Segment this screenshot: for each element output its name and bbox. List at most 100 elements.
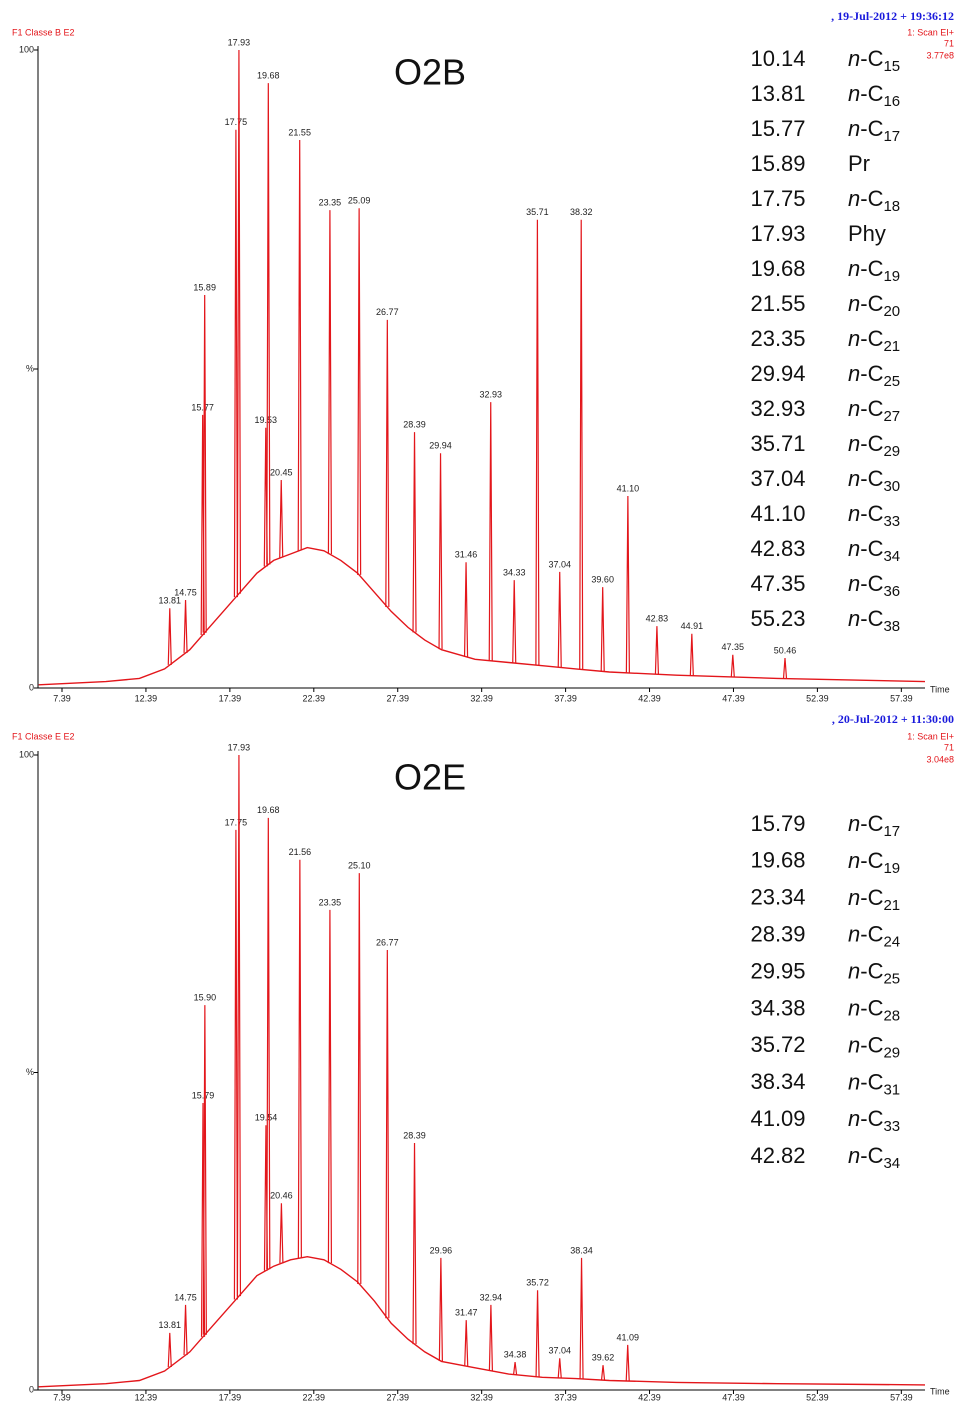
peak-label: 15.89 <box>193 282 216 292</box>
compound-name: -C <box>860 186 883 211</box>
peak-label: 26.77 <box>376 937 399 947</box>
table-time: 55.23 <box>750 606 805 631</box>
compound-subscript: 18 <box>883 198 900 215</box>
peak <box>183 1304 188 1356</box>
scan-label: 1: Scan EI+ <box>907 731 954 741</box>
compound-prefix: n <box>848 571 860 596</box>
peak <box>488 1304 494 1371</box>
compound-name: -C <box>860 81 883 106</box>
compound-name: Pr <box>848 151 870 176</box>
compound-prefix: n <box>848 396 860 421</box>
peak-label: 34.33 <box>503 568 526 578</box>
peak <box>385 949 390 1319</box>
peak-label: 13.81 <box>159 1320 182 1330</box>
x-tick-label: 42.39 <box>638 693 661 703</box>
peak-label: 37.04 <box>548 559 571 569</box>
peak <box>266 817 271 1270</box>
table-compound: n-C24 <box>848 922 900 951</box>
compound-subscript: 15 <box>883 58 900 75</box>
peak-label: 42.83 <box>646 613 669 623</box>
y-tick-label: 100 <box>19 44 34 54</box>
x-tick-label: 17.39 <box>219 693 242 703</box>
peak <box>438 453 443 650</box>
compound-subscript: 25 <box>883 971 900 988</box>
compound-name: -C <box>860 326 883 351</box>
x-tick-label: 22.39 <box>303 1392 326 1402</box>
table-time: 41.09 <box>750 1106 805 1131</box>
scan-label: 1: Scan EI+ <box>907 27 954 37</box>
run-label: F1 Classe E E2 <box>12 731 75 741</box>
intensity-label: 3.04e8 <box>926 754 954 764</box>
table-time: 13.81 <box>750 81 805 106</box>
table-compound: n-C33 <box>848 501 900 530</box>
compound-name: -C <box>860 501 883 526</box>
peak <box>625 495 630 673</box>
peak-label: 23.35 <box>319 198 342 208</box>
compound-prefix: n <box>848 1069 860 1094</box>
peak-label: 19.53 <box>255 415 278 425</box>
table-compound: n-C29 <box>848 431 900 460</box>
peak <box>327 909 333 1264</box>
compound-prefix: n <box>848 1032 860 1057</box>
peak-label: 34.38 <box>504 1349 527 1359</box>
x-tick-label: 12.39 <box>135 1392 158 1402</box>
compound-subscript: 29 <box>883 1044 900 1061</box>
peak-label: 17.75 <box>225 117 248 127</box>
peak-label: 20.45 <box>270 467 293 477</box>
peak <box>327 210 333 555</box>
compound-subscript: 34 <box>883 548 900 565</box>
compound-prefix: n <box>848 81 860 106</box>
peak-label: 14.75 <box>174 1292 197 1302</box>
chart-title: O2E <box>394 757 466 798</box>
compound-subscript: 38 <box>883 618 900 635</box>
peak-label: 44.91 <box>681 621 704 631</box>
peak-label: 25.09 <box>348 196 371 206</box>
compound-prefix: n <box>848 536 860 561</box>
compound-subscript: 16 <box>883 93 900 110</box>
table-compound: n-C17 <box>848 116 900 145</box>
table-compound: n-C34 <box>848 536 900 565</box>
peak <box>183 599 188 653</box>
x-tick-label: 47.39 <box>722 1392 745 1402</box>
x-tick-label: 27.39 <box>386 693 409 703</box>
x-tick-label: 32.39 <box>470 1392 493 1402</box>
compound-prefix: n <box>848 848 860 873</box>
compound-prefix: n <box>848 361 860 386</box>
table-compound: n-C18 <box>848 186 900 215</box>
table-compound: n-C27 <box>848 396 900 425</box>
peak-label: 28.39 <box>403 1130 426 1140</box>
compound-name: Phy <box>848 221 886 246</box>
peak <box>535 219 540 666</box>
table-compound: n-C31 <box>848 1069 900 1098</box>
peak-label: 32.94 <box>480 1292 503 1302</box>
compound-name: -C <box>860 46 883 71</box>
peak-label: 38.32 <box>570 207 593 217</box>
compound-name: -C <box>860 396 883 421</box>
compound-prefix: n <box>848 46 860 71</box>
compound-subscript: 17 <box>883 128 900 145</box>
y-tick-label: 0 <box>29 682 34 692</box>
compound-subscript: 21 <box>883 338 900 355</box>
table-time: 35.71 <box>750 431 805 456</box>
mass-label: 71 <box>944 38 954 48</box>
table-compound: n-C15 <box>848 46 900 75</box>
baseline-trace <box>38 546 926 686</box>
peak <box>557 571 562 668</box>
peak-label: 15.90 <box>194 993 217 1003</box>
table-compound: n-C33 <box>848 1106 900 1135</box>
table-compound: n-C20 <box>848 291 900 320</box>
peak-label: 50.46 <box>774 645 797 655</box>
peak <box>297 139 302 551</box>
x-tick-label: 22.39 <box>303 693 326 703</box>
peak-label: 15.79 <box>192 1090 215 1100</box>
peak <box>279 1203 284 1264</box>
table-time: 29.95 <box>750 958 805 983</box>
compound-prefix: n <box>848 186 860 211</box>
peak-label: 41.10 <box>617 483 640 493</box>
table-time: 15.77 <box>750 116 805 141</box>
peak-label: 14.75 <box>174 587 197 597</box>
peak-label: 37.04 <box>548 1346 571 1356</box>
compound-name: -C <box>860 256 883 281</box>
peak <box>233 829 239 1300</box>
table-compound: n-C25 <box>848 361 900 390</box>
